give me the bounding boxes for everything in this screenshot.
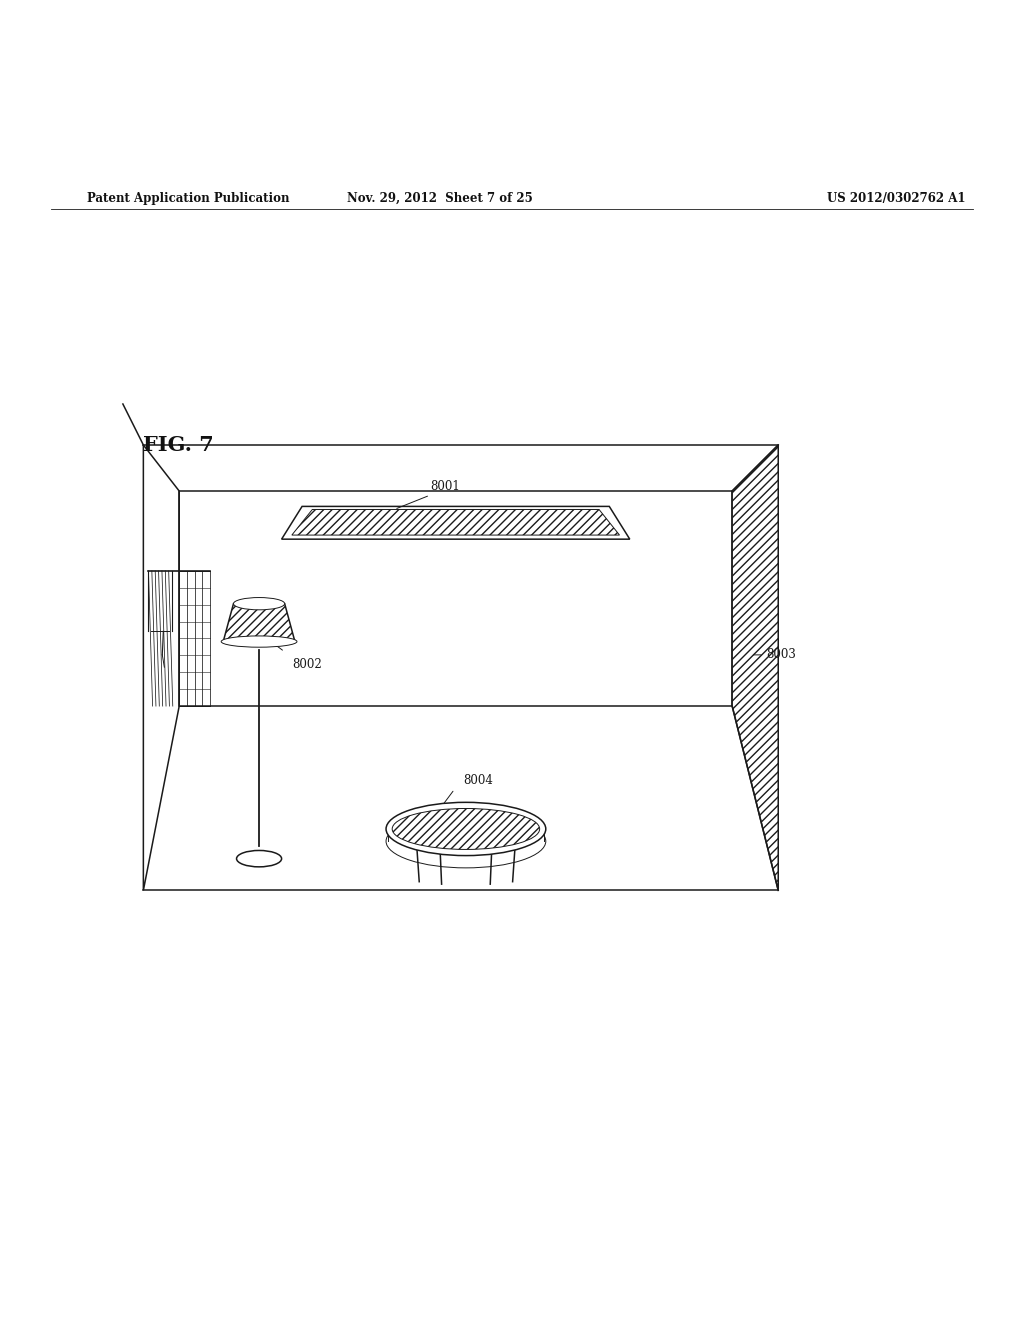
Polygon shape xyxy=(282,507,630,539)
Text: Nov. 29, 2012  Sheet 7 of 25: Nov. 29, 2012 Sheet 7 of 25 xyxy=(347,191,534,205)
Text: 8004: 8004 xyxy=(463,774,493,787)
Text: 8002: 8002 xyxy=(292,657,322,671)
Polygon shape xyxy=(732,445,778,891)
Ellipse shape xyxy=(237,850,282,867)
Text: 8001: 8001 xyxy=(430,480,461,494)
Ellipse shape xyxy=(221,636,297,647)
Ellipse shape xyxy=(386,803,546,855)
Polygon shape xyxy=(292,510,620,535)
Text: US 2012/0302762 A1: US 2012/0302762 A1 xyxy=(826,191,966,205)
Text: Patent Application Publication: Patent Application Publication xyxy=(87,191,290,205)
Text: FIG. 7: FIG. 7 xyxy=(143,434,214,454)
Ellipse shape xyxy=(233,598,285,610)
Ellipse shape xyxy=(392,808,540,850)
Text: 8003: 8003 xyxy=(766,648,796,661)
Polygon shape xyxy=(223,603,295,642)
